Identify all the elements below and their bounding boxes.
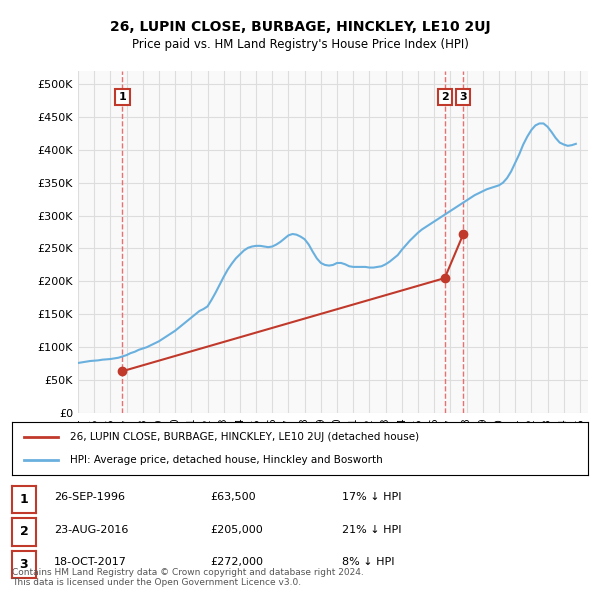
Text: 1: 1 (118, 92, 126, 102)
Text: 2: 2 (20, 526, 28, 539)
Text: 21% ↓ HPI: 21% ↓ HPI (342, 525, 401, 535)
Text: Price paid vs. HM Land Registry's House Price Index (HPI): Price paid vs. HM Land Registry's House … (131, 38, 469, 51)
Text: £205,000: £205,000 (210, 525, 263, 535)
Text: 1: 1 (20, 493, 28, 506)
Text: 17% ↓ HPI: 17% ↓ HPI (342, 492, 401, 502)
Text: 8% ↓ HPI: 8% ↓ HPI (342, 557, 395, 567)
Text: £63,500: £63,500 (210, 492, 256, 502)
Text: £272,000: £272,000 (210, 557, 263, 567)
Text: 3: 3 (20, 558, 28, 571)
Text: 23-AUG-2016: 23-AUG-2016 (54, 525, 128, 535)
Text: HPI: Average price, detached house, Hinckley and Bosworth: HPI: Average price, detached house, Hinc… (70, 455, 382, 465)
Text: 26, LUPIN CLOSE, BURBAGE, HINCKLEY, LE10 2UJ (detached house): 26, LUPIN CLOSE, BURBAGE, HINCKLEY, LE10… (70, 432, 419, 442)
Text: 18-OCT-2017: 18-OCT-2017 (54, 557, 127, 567)
Text: 3: 3 (460, 92, 467, 102)
Text: 26, LUPIN CLOSE, BURBAGE, HINCKLEY, LE10 2UJ: 26, LUPIN CLOSE, BURBAGE, HINCKLEY, LE10… (110, 19, 490, 34)
Text: 26-SEP-1996: 26-SEP-1996 (54, 492, 125, 502)
Text: Contains HM Land Registry data © Crown copyright and database right 2024.
This d: Contains HM Land Registry data © Crown c… (12, 568, 364, 587)
Text: 2: 2 (441, 92, 449, 102)
